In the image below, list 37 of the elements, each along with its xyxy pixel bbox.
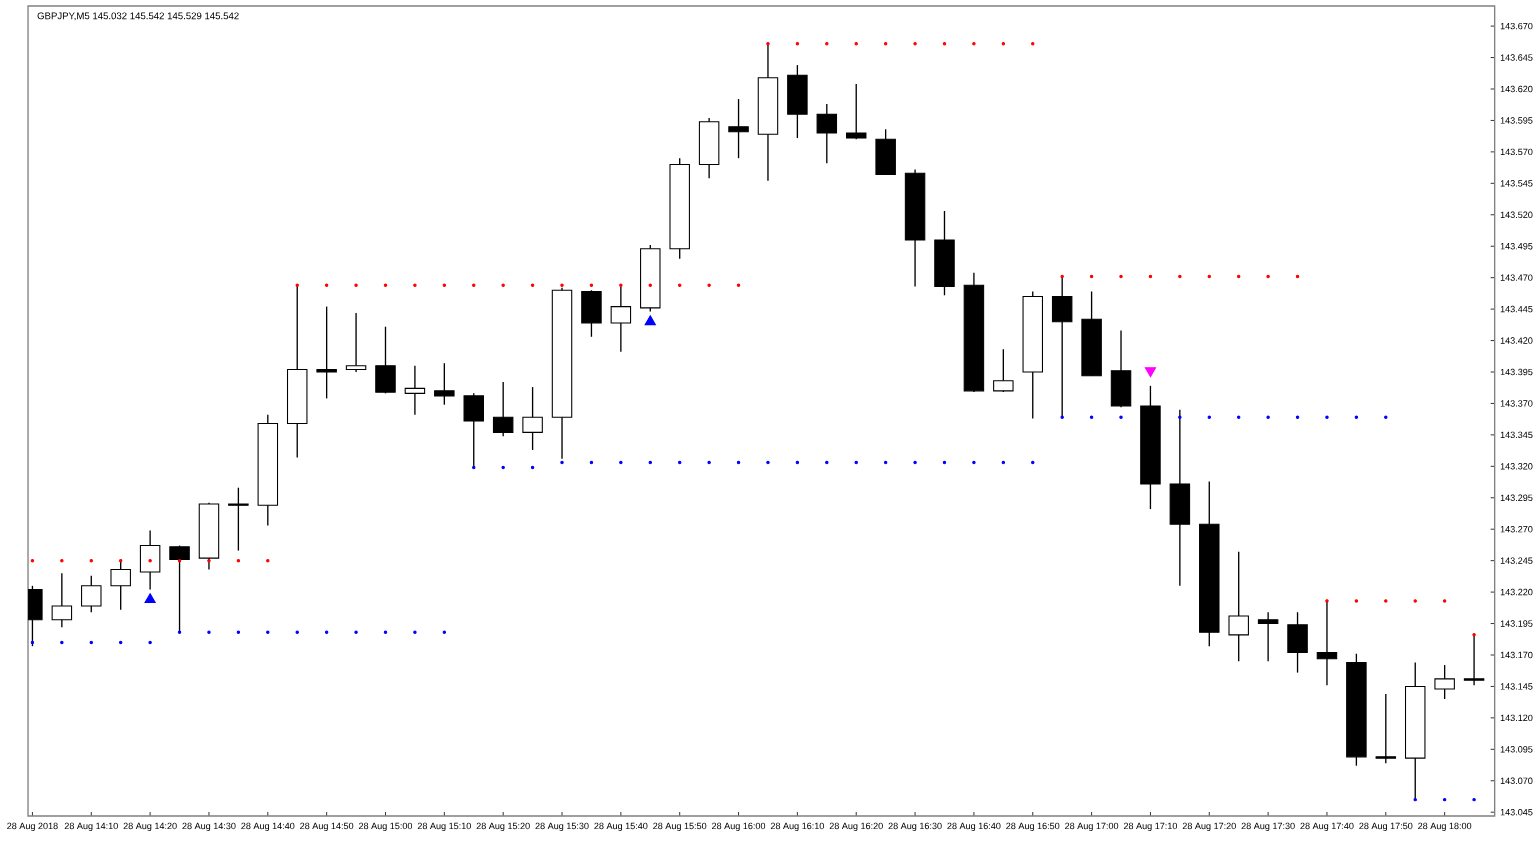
candlestick xyxy=(492,381,514,437)
candlestick xyxy=(728,98,749,159)
candlestick xyxy=(139,529,161,591)
candlestick xyxy=(51,572,73,628)
candlestick xyxy=(404,365,426,416)
candlestick xyxy=(434,362,455,406)
candlestick xyxy=(1463,634,1485,686)
candlestick xyxy=(1257,611,1279,662)
candlestick xyxy=(934,210,955,296)
candlestick xyxy=(1316,598,1338,686)
candlestick xyxy=(698,117,720,179)
candlestick xyxy=(993,348,1014,393)
point xyxy=(644,315,656,326)
candlestick xyxy=(169,544,190,634)
candlestick xyxy=(1051,275,1073,418)
candlestick xyxy=(1287,611,1308,674)
candlestick xyxy=(345,312,367,373)
candlestick xyxy=(81,575,102,613)
candlestick xyxy=(845,83,867,140)
point xyxy=(144,593,156,604)
point xyxy=(1144,367,1157,378)
candlestick xyxy=(1110,329,1132,408)
candlestick xyxy=(1375,693,1397,764)
candlestick xyxy=(316,305,337,400)
candlestick xyxy=(1434,664,1455,700)
candlestick xyxy=(1228,551,1249,662)
candlestick xyxy=(610,285,632,353)
candlestick xyxy=(787,64,808,139)
candlestick xyxy=(522,386,543,451)
candlestick xyxy=(228,487,249,552)
candlestick xyxy=(581,289,602,338)
candlestick xyxy=(463,392,484,470)
candlestick xyxy=(1169,409,1191,587)
candlestick xyxy=(875,128,896,176)
candlestick xyxy=(816,103,838,164)
candlestick xyxy=(375,326,396,395)
candlestick xyxy=(110,558,131,611)
